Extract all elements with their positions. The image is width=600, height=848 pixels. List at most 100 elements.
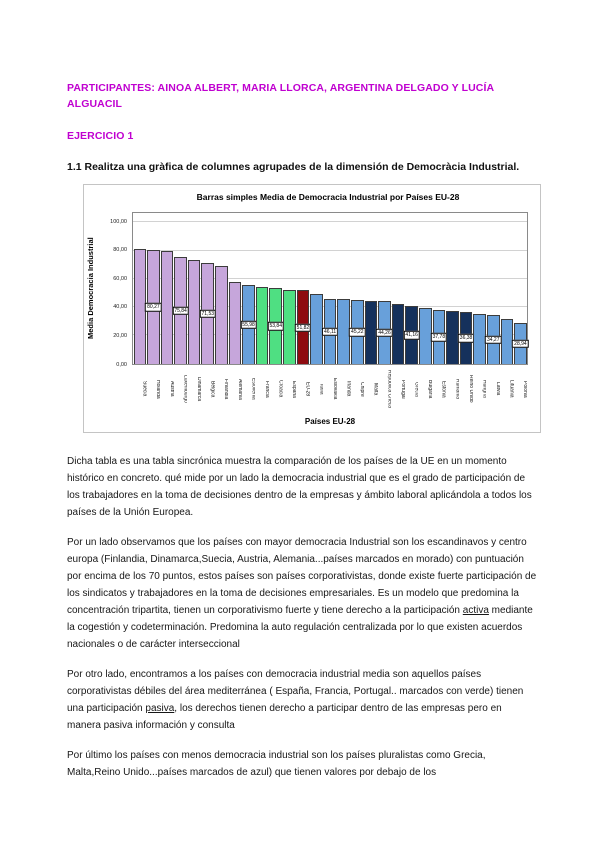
x-tick-label: Francia bbox=[263, 380, 269, 398]
bar-column: 36,38 bbox=[457, 213, 475, 364]
y-tick-label: 80,00 bbox=[113, 247, 127, 254]
x-tick-label: Holanda bbox=[155, 379, 161, 399]
y-tick-label: 40,00 bbox=[113, 304, 127, 311]
x-tick-label: Polonia bbox=[522, 380, 528, 398]
chart-main: Media Democracia Industrial 0,00 20,00 40,… bbox=[86, 211, 534, 426]
bar-value-label: 34,27 bbox=[484, 335, 502, 345]
x-tick-label: Hungría bbox=[481, 380, 487, 398]
x-tick-label: Lituania bbox=[508, 380, 514, 398]
bar-column: 37,78 bbox=[430, 213, 448, 364]
x-tick-label: Irlanda bbox=[345, 381, 351, 397]
chart-bar: 45,22 bbox=[349, 299, 366, 364]
y-axis-ticks: 0,00 20,00 40,00 60,00 80,00 100,00 bbox=[100, 212, 132, 368]
x-tick-label: Reino Unido bbox=[467, 375, 473, 403]
bar-column bbox=[283, 213, 297, 364]
x-tick-label: Finlandia bbox=[223, 378, 229, 400]
section-heading: 1.1 Realitza una gràfica de columnes agr… bbox=[67, 160, 520, 173]
chart-bar: 36,38 bbox=[457, 312, 475, 364]
bar-value-label: 37,78 bbox=[430, 333, 448, 342]
paragraph-2-text: Por un lado observamos que los países co… bbox=[67, 536, 537, 616]
chart-bar bbox=[310, 293, 323, 364]
x-tick-label: Eslovakia bbox=[331, 378, 337, 400]
bar-column: 41,16 bbox=[403, 213, 420, 364]
x-tick-label: Latvia bbox=[495, 382, 501, 396]
chart-title: Barras simples Media de Democracia Indus… bbox=[196, 191, 460, 202]
paragraph-1: Dicha tabla es una tabla sincrónica mues… bbox=[67, 455, 532, 518]
chart-bar: 75,84 bbox=[172, 256, 189, 364]
x-tick-label: Chipre bbox=[359, 381, 365, 397]
gridline bbox=[133, 249, 527, 251]
plot-area: 80,27 75,84 71,53 55,98 53,84 51,82 46,11 45,22… bbox=[132, 211, 529, 365]
chart-bar: 41,16 bbox=[403, 305, 420, 364]
bar-column bbox=[255, 213, 269, 364]
bar-column bbox=[364, 213, 378, 364]
x-tick-label: Italia bbox=[318, 383, 324, 395]
paragraph-2: Por un lado observamos que los países co… bbox=[67, 534, 537, 653]
bar-value-label: 46,11 bbox=[322, 327, 339, 336]
paragraph-2-text-end: mediante la cogestión y codeterminación.… bbox=[67, 604, 533, 650]
bar-column bbox=[160, 213, 174, 364]
plot-right-gutter bbox=[528, 212, 534, 365]
paragraph-4: Por último los países con menos democrac… bbox=[67, 749, 486, 778]
bar-column: 53,84 bbox=[267, 213, 284, 364]
bar-value-label: 55,98 bbox=[240, 320, 257, 329]
bar-value-label: 28,94 bbox=[512, 339, 529, 348]
bar-column bbox=[133, 213, 147, 364]
bar-column: 45,22 bbox=[349, 213, 366, 364]
x-tick-label: Grecia bbox=[413, 381, 419, 397]
x-tick-label: Malta bbox=[372, 382, 378, 396]
bar-column bbox=[391, 213, 405, 364]
underlined-term-activa: activa bbox=[462, 604, 489, 616]
chart-bar: 37,78 bbox=[430, 310, 448, 364]
bar-value-label: 51,82 bbox=[294, 323, 312, 332]
underlined-term-pasiva: pasiva bbox=[145, 702, 175, 714]
paragraph-3: Por otro lado, encontramos a los países … bbox=[67, 666, 537, 734]
bar-column: 34,27 bbox=[484, 213, 502, 364]
bar-column: 80,27 bbox=[145, 213, 162, 364]
x-tick-label: Rumania bbox=[454, 379, 460, 400]
x-labels: Suecia Holanda Austria Luxemburgo Dinamarca B… bbox=[132, 365, 528, 411]
chart-bar: 51,82 bbox=[294, 290, 312, 364]
bar-value-label: 45,22 bbox=[349, 327, 366, 337]
bar-value-label: 71,53 bbox=[199, 309, 217, 318]
bar-column: 28,94 bbox=[512, 213, 529, 364]
y-tick-label: 60,00 bbox=[113, 275, 127, 282]
x-tick-label: Dinamarca bbox=[195, 377, 201, 402]
chart-bar: 55,98 bbox=[240, 284, 257, 364]
chart-bar: 80,27 bbox=[145, 250, 162, 364]
bar-column bbox=[337, 213, 351, 364]
y-tick-label: 20,00 bbox=[113, 333, 127, 339]
bar-value-label: 44,26 bbox=[376, 328, 393, 338]
bar-column bbox=[187, 213, 201, 364]
gridline bbox=[133, 221, 527, 223]
y-tick-label: 0,00 bbox=[116, 361, 127, 368]
x-tick-label: Estonia bbox=[440, 380, 446, 398]
participants-heading: PARTICIPANTES: AINOA ALBERT, MARIA LLORC… bbox=[67, 82, 494, 111]
bar-column bbox=[228, 213, 242, 364]
bar-chart: Barras simples Media de Democracia Indus… bbox=[83, 183, 541, 433]
x-tick-label: Portugal bbox=[399, 379, 405, 399]
bar-column: 44,26 bbox=[376, 213, 393, 364]
bar-value-label: 36,38 bbox=[457, 334, 475, 343]
chart-bar bbox=[215, 266, 228, 364]
x-tick-label: República Checa bbox=[386, 370, 392, 409]
chart-bar: 71,53 bbox=[199, 262, 217, 364]
bar-column bbox=[215, 213, 229, 364]
x-tick-label: EU-28 bbox=[304, 382, 310, 397]
x-tick-label: Bulgaria bbox=[427, 379, 433, 399]
bar-value-label: 80,27 bbox=[145, 303, 162, 312]
y-axis-title: Media Democracia Industrial bbox=[86, 237, 95, 339]
bar-value-label: 41,16 bbox=[403, 330, 420, 340]
bar-column: 51,82 bbox=[294, 213, 312, 364]
bar-column: 46,11 bbox=[322, 213, 339, 364]
bar-value-label: 75,84 bbox=[172, 306, 189, 315]
bar-column bbox=[310, 213, 324, 364]
chart-bar: 46,11 bbox=[322, 298, 339, 364]
x-tick-label: España bbox=[291, 380, 297, 398]
bar-column: 71,53 bbox=[199, 213, 217, 364]
x-tick-label: Croacia bbox=[277, 380, 283, 398]
paragraph-3-text-end: , los derechos tienen derecho a particip… bbox=[67, 702, 502, 731]
paragraph-3-text: Por otro lado, encontramos a los países … bbox=[67, 668, 524, 714]
chart-bar: 28,94 bbox=[512, 322, 529, 364]
